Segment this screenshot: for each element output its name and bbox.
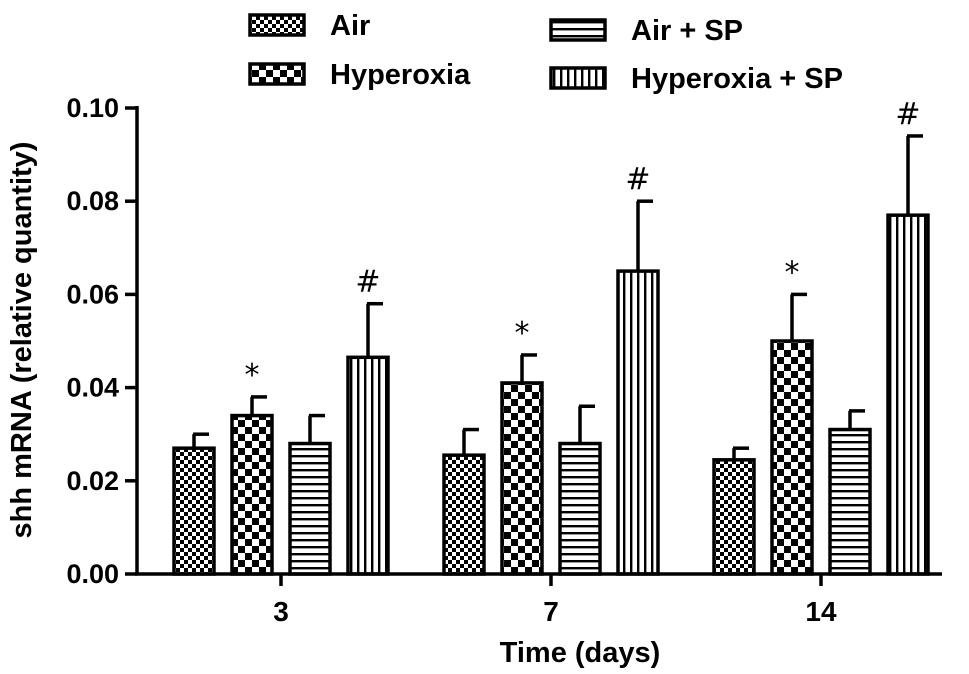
legend-swatch bbox=[248, 13, 306, 37]
bars bbox=[172, 134, 930, 576]
legend-label: Air bbox=[330, 10, 370, 42]
legend-label: Air + SP bbox=[631, 15, 743, 47]
y-axis-title: shh mRNA (relative quantity) bbox=[6, 142, 38, 539]
legend-swatch bbox=[549, 18, 607, 42]
bar bbox=[230, 413, 274, 576]
legend-label: Hyperoxia bbox=[330, 59, 471, 91]
y-tick-label: 0.02 bbox=[66, 466, 119, 496]
bar bbox=[886, 213, 930, 576]
bar bbox=[500, 381, 544, 576]
annotations: * # * # * # bbox=[245, 97, 921, 393]
y-tick-label: 0.04 bbox=[66, 373, 119, 403]
bar bbox=[288, 441, 332, 576]
bar bbox=[828, 427, 872, 576]
y-tick-label: 0.00 bbox=[66, 559, 119, 589]
bar bbox=[616, 269, 660, 576]
x-tick-label: 3 bbox=[273, 596, 289, 627]
x-tick-label: 7 bbox=[543, 596, 559, 627]
significance-marker: * bbox=[245, 358, 260, 393]
bar bbox=[712, 458, 756, 576]
significance-marker: # bbox=[625, 162, 650, 197]
x-axis-title: Time (days) bbox=[500, 637, 661, 669]
significance-marker: * bbox=[785, 255, 800, 290]
legend-label: Hyperoxia + SP bbox=[631, 63, 843, 95]
x-tick-label: 14 bbox=[805, 596, 837, 627]
significance-marker: # bbox=[895, 97, 920, 132]
axes bbox=[135, 106, 942, 576]
y-tick-label: 0.06 bbox=[66, 279, 119, 309]
bar bbox=[770, 339, 814, 576]
legend-swatch bbox=[549, 66, 607, 90]
x-ticks: 3 7 14 bbox=[273, 574, 837, 627]
significance-marker: # bbox=[355, 265, 380, 300]
y-tick-label: 0.10 bbox=[66, 93, 119, 123]
bar bbox=[558, 441, 602, 576]
significance-marker: * bbox=[515, 316, 530, 351]
y-tick-label: 0.08 bbox=[66, 186, 119, 216]
bar bbox=[346, 355, 390, 576]
y-ticks: 0.00 0.02 0.04 0.06 0.08 0.10 bbox=[66, 93, 137, 589]
legend-swatch bbox=[248, 62, 306, 86]
bar bbox=[172, 446, 216, 576]
bar bbox=[442, 453, 486, 576]
legend: Air Hyperoxia Air + SP Hyperoxia + SP bbox=[248, 10, 843, 95]
